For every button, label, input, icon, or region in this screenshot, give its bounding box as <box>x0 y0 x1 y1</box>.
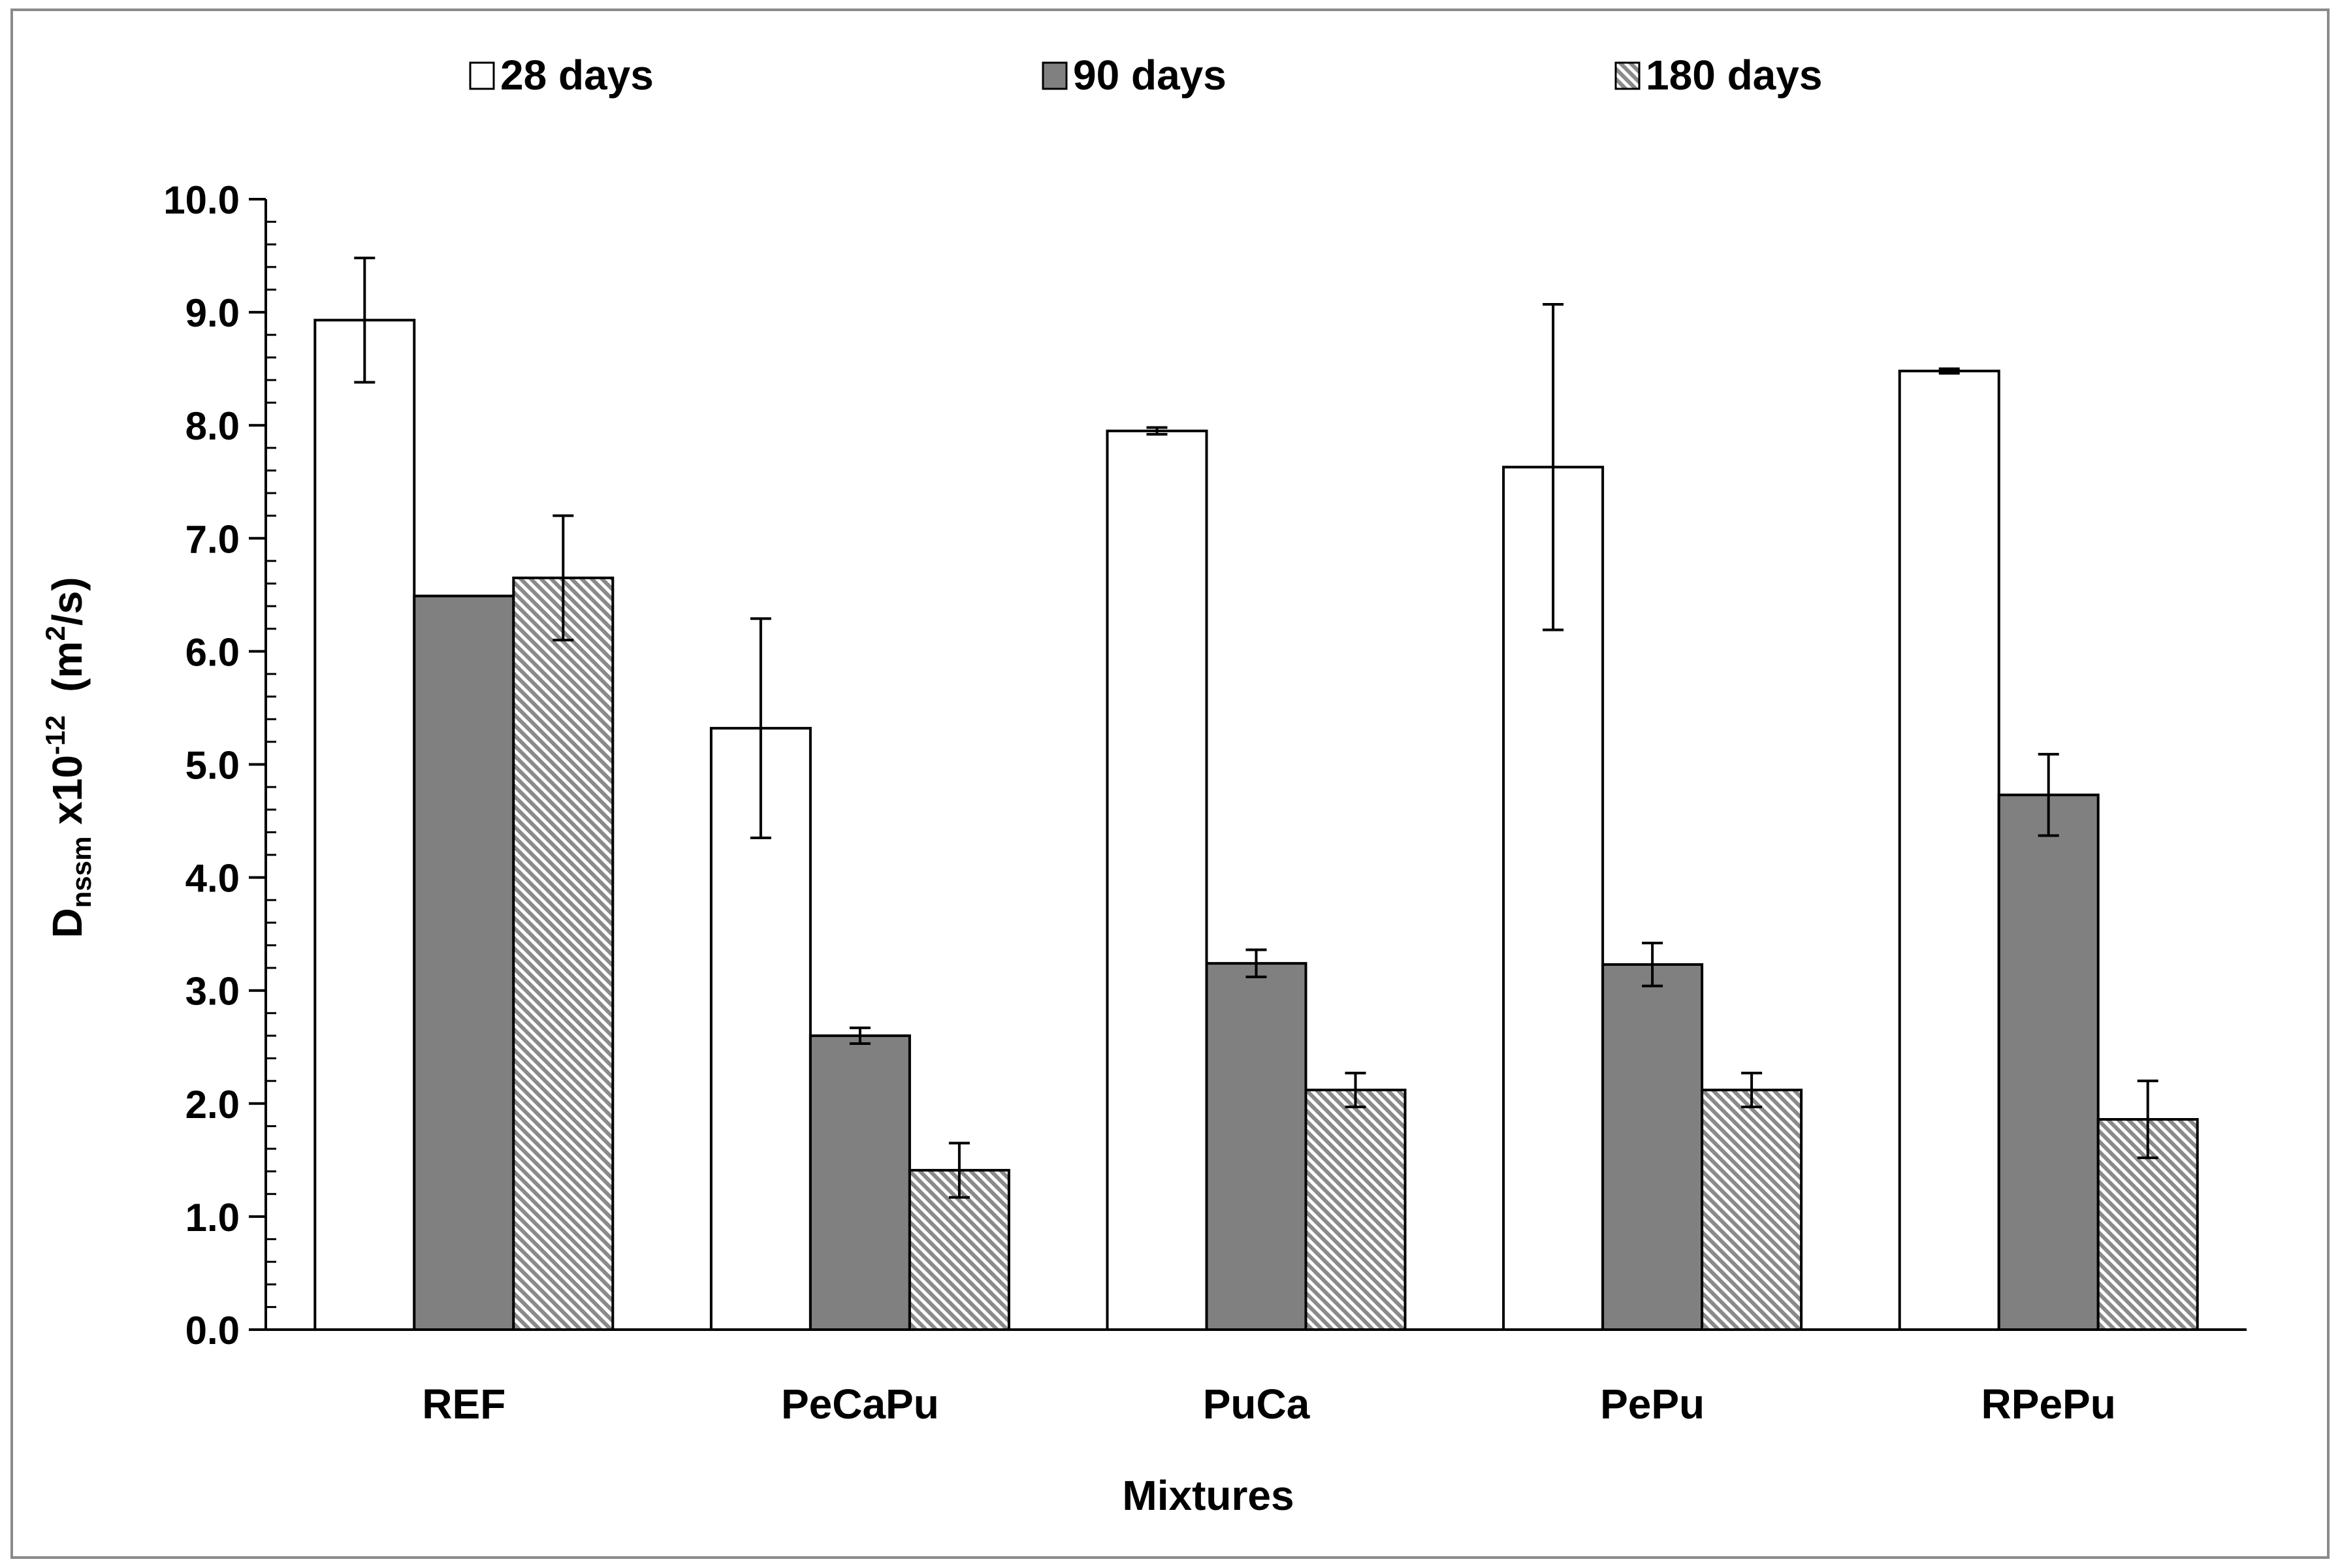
y-axis-title-units-open: (m <box>44 641 91 716</box>
y-axis-title-units-close: /s) <box>44 577 91 626</box>
labels-layer: 0.0 1.0 2.0 3.0 4.0 5.0 6.0 7.0 8.0 9.0 10.0 REF PeC… <box>163 178 2116 1428</box>
y-tick-label: 7.0 <box>185 517 240 561</box>
legend-label: 28 days <box>500 52 654 99</box>
y-axis-title-subscript: nssm <box>66 837 97 908</box>
error-bars-layer <box>354 257 2158 1199</box>
x-tick-label: REF <box>422 1381 505 1428</box>
bar-pecapu-90-days <box>809 1034 911 1331</box>
y-tick-label: 0.0 <box>185 1309 240 1352</box>
y-tick-label: 8.0 <box>185 404 240 448</box>
x-axis-title: Mixtures <box>1122 1472 1294 1519</box>
y-axis-title-superscript: -12 <box>40 715 71 755</box>
y-tick-label: 9.0 <box>185 291 240 335</box>
bar-ref-28-days <box>313 319 416 1331</box>
y-tick-label: 1.0 <box>185 1196 240 1240</box>
y-tick-label: 2.0 <box>185 1083 240 1127</box>
bar-rpepu-90-days <box>1997 793 2100 1332</box>
bar-ref-90-days <box>413 594 515 1331</box>
y-axis-title-main: D <box>44 908 91 938</box>
y-tick-label: 4.0 <box>185 857 240 901</box>
bar-pepu-180-days <box>1701 1089 1803 1331</box>
y-axis-title-middle: x10 <box>44 755 91 837</box>
bar-puca-180-days <box>1304 1089 1407 1331</box>
legend-swatch <box>469 61 495 90</box>
x-tick-label: PuCa <box>1203 1381 1310 1428</box>
bar-pepu-90-days <box>1601 963 1704 1331</box>
bar-rpepu-28-days <box>1898 370 2000 1331</box>
legend: 28 days 90 days 180 days <box>469 52 1822 99</box>
y-tick-label: 3.0 <box>185 970 240 1014</box>
y-tick-label: 6.0 <box>185 630 240 674</box>
legend-label: 180 days <box>1646 52 1822 99</box>
legend-label: 90 days <box>1073 52 1226 99</box>
y-tick-label: 5.0 <box>185 744 240 788</box>
y-axis-title-units-sup: 2 <box>40 626 71 641</box>
y-tick-label: 10.0 <box>163 178 240 222</box>
x-tick-label: PePu <box>1600 1381 1705 1428</box>
legend-swatch <box>1042 61 1068 90</box>
bar-puca-28-days <box>1106 429 1208 1331</box>
y-axis-title: Dnssm x10-12 (m2/s) <box>40 577 97 938</box>
x-tick-label: PeCaPu <box>781 1381 939 1428</box>
x-tick-label: RPePu <box>1981 1381 2116 1428</box>
bar-ref-180-days <box>512 576 615 1331</box>
legend-swatch <box>1614 61 1641 90</box>
bar-puca-90-days <box>1205 962 1307 1331</box>
